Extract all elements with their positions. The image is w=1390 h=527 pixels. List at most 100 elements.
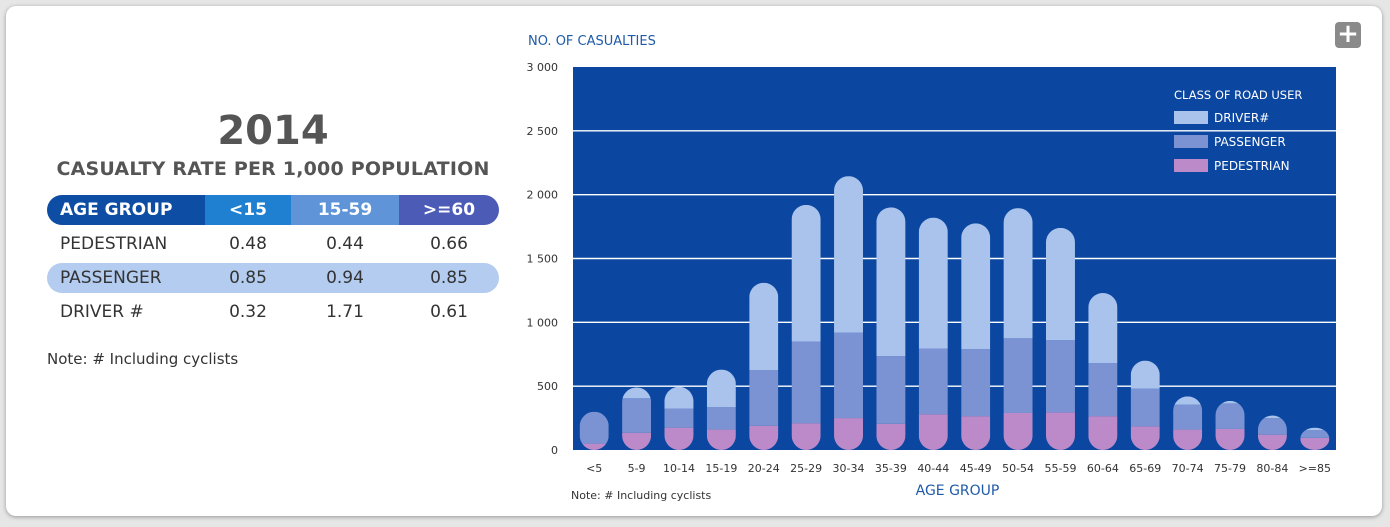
bar-segment-passenger	[918, 348, 948, 415]
bar-group-7	[876, 207, 906, 450]
x-tick-label: 50-54	[1002, 462, 1034, 475]
bar-segment-pedestrian	[579, 443, 609, 450]
header-15-59: 15-59	[291, 195, 399, 225]
bar-group-6	[834, 176, 864, 450]
bar-segment-pedestrian	[1045, 412, 1075, 450]
legend-swatch	[1174, 159, 1208, 172]
bar-segment-pedestrian	[1257, 434, 1287, 450]
table-cell: 0.85	[430, 268, 468, 288]
bar-segment-pedestrian	[918, 414, 948, 450]
y-tick-label: 1 000	[527, 316, 559, 329]
bar-segment-passenger	[961, 349, 991, 417]
y-tick-label: 500	[537, 380, 558, 393]
row-label: PASSENGER	[60, 268, 162, 288]
chart-note: Note: # Including cyclists	[571, 489, 711, 502]
y-tick-label: 3 000	[527, 61, 559, 74]
bar-segment-driver	[1215, 400, 1245, 404]
bar-segment-passenger	[749, 370, 779, 426]
row-label: DRIVER #	[60, 302, 144, 322]
y-tick-label: 2 000	[527, 189, 559, 202]
bar-segment-passenger	[706, 407, 736, 430]
bar-segment-passenger	[1257, 418, 1287, 435]
x-tick-label: 15-19	[705, 462, 737, 475]
bar-segment-passenger	[1300, 430, 1330, 438]
bar-segment-pedestrian	[876, 423, 906, 450]
x-tick-label: 55-59	[1044, 462, 1076, 475]
bar-segment-driver	[1003, 208, 1033, 339]
y-tick-label: 1 500	[527, 253, 559, 266]
x-tick-label: 30-34	[833, 462, 865, 475]
table-row-pedestrian: PEDESTRIAN 0.48 0.44 0.66	[47, 229, 499, 259]
x-tick-label: <5	[586, 462, 602, 475]
x-tick-label: 35-39	[875, 462, 907, 475]
bar-segment-pedestrian	[961, 416, 991, 450]
x-axis-label: AGE GROUP	[916, 483, 1000, 499]
bar-segment-driver	[749, 282, 779, 371]
x-tick-label: 10-14	[663, 462, 695, 475]
bar-group-12	[1088, 292, 1118, 450]
bar-group-17	[1300, 427, 1330, 450]
table-row-passenger: PASSENGER 0.85 0.94 0.85	[47, 263, 499, 293]
bar-group-0	[579, 411, 609, 450]
bar-segment-pedestrian	[1215, 428, 1245, 450]
y-axis-label: NO. OF CASUALTIES	[528, 34, 656, 49]
bar-segment-passenger	[1173, 404, 1203, 430]
table-note: Note: # Including cyclists	[47, 350, 239, 368]
bar-segment-driver	[1045, 227, 1075, 341]
bar-segment-pedestrian	[1003, 412, 1033, 450]
table-cell: 0.85	[229, 268, 267, 288]
x-tick-label: 20-24	[748, 462, 780, 475]
plus-icon[interactable]: +	[1335, 21, 1361, 48]
legend-swatch	[1174, 111, 1208, 124]
bar-group-9	[961, 223, 991, 450]
bar-group-14	[1173, 396, 1203, 450]
bar-segment-driver	[791, 204, 821, 342]
bar-segment-passenger	[1045, 340, 1075, 413]
bar-segment-driver	[876, 207, 906, 357]
bar-segment-passenger	[664, 408, 694, 428]
bar-group-8	[918, 217, 948, 450]
bar-group-2	[664, 386, 694, 450]
bar-group-13	[1130, 360, 1160, 450]
casualty-rate-table: AGE GROUP <15 15-59 >=60 PEDESTRIAN 0.48…	[47, 195, 499, 331]
legend-entry: PASSENGER	[1214, 135, 1286, 149]
table-cell: 0.66	[430, 234, 468, 254]
table-cell: 0.61	[430, 302, 468, 322]
bar-group-11	[1045, 227, 1075, 450]
bar-segment-pedestrian	[1173, 429, 1203, 450]
x-tick-label: >=85	[1299, 462, 1331, 475]
legend-swatch	[1174, 135, 1208, 148]
header-under-15: <15	[205, 195, 291, 225]
table-cell: 0.48	[229, 234, 267, 254]
y-tick-label: 2 500	[527, 125, 559, 138]
bar-segment-driver	[622, 387, 652, 399]
bar-segment-driver	[1257, 415, 1287, 419]
bar-segment-pedestrian	[1088, 416, 1118, 450]
legend-entry: DRIVER#	[1214, 111, 1269, 125]
bar-segment-passenger	[622, 398, 652, 433]
x-tick-label: 65-69	[1129, 462, 1161, 475]
bar-segment-driver	[664, 386, 694, 409]
bar-segment-driver	[706, 369, 736, 408]
bar-segment-passenger	[791, 341, 821, 424]
table-title: CASUALTY RATE PER 1,000 POPULATION	[56, 158, 490, 180]
bar-segment-pedestrian	[1300, 437, 1330, 450]
legend-entry: PEDESTRIAN	[1214, 159, 1290, 173]
bar-segment-driver	[961, 223, 991, 350]
bar-segment-driver	[1130, 360, 1160, 389]
bar-group-16	[1257, 415, 1287, 450]
x-tick-label: 80-84	[1256, 462, 1288, 475]
bar-segment-passenger	[834, 332, 864, 419]
bar-segment-pedestrian	[622, 432, 652, 450]
bar-segment-driver	[1300, 427, 1330, 431]
bar-segment-driver	[834, 176, 864, 333]
table-cell: 1.71	[326, 302, 364, 322]
x-tick-label: 5-9	[628, 462, 646, 475]
x-tick-label: 70-74	[1172, 462, 1204, 475]
bar-group-5	[791, 204, 821, 450]
bar-segment-pedestrian	[834, 418, 864, 450]
bar-group-1	[622, 387, 652, 450]
bar-segment-pedestrian	[1130, 426, 1160, 450]
bar-segment-driver	[1088, 292, 1118, 364]
